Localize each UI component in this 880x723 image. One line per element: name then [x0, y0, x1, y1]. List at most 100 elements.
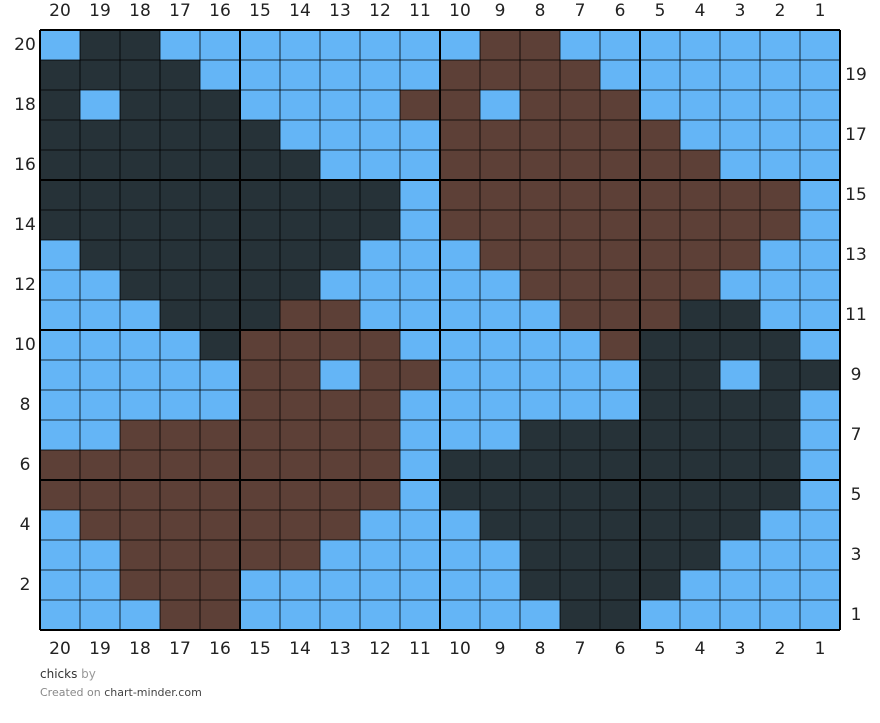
cell	[160, 240, 200, 270]
cell	[80, 570, 120, 600]
cell	[240, 60, 280, 90]
cell	[560, 120, 600, 150]
cell	[80, 120, 120, 150]
cell	[560, 210, 600, 240]
cell	[400, 360, 440, 390]
cell	[200, 180, 240, 210]
cell	[360, 150, 400, 180]
cell	[200, 540, 240, 570]
cell	[120, 60, 160, 90]
cell	[720, 300, 760, 330]
cell	[600, 120, 640, 150]
cell	[160, 510, 200, 540]
cell	[40, 540, 80, 570]
cell	[480, 60, 520, 90]
column-label: 15	[249, 639, 271, 659]
cell	[600, 90, 640, 120]
cell	[440, 510, 480, 540]
cell	[680, 540, 720, 570]
column-label: 11	[409, 639, 431, 659]
column-label: 14	[289, 1, 311, 21]
cell	[600, 420, 640, 450]
cell	[200, 330, 240, 360]
column-label: 10	[449, 1, 471, 21]
column-label: 1	[815, 1, 826, 21]
cell	[760, 60, 800, 90]
cell	[480, 150, 520, 180]
column-label: 15	[249, 1, 271, 21]
column-label: 5	[655, 1, 666, 21]
column-label: 13	[329, 639, 351, 659]
cell	[560, 480, 600, 510]
column-label: 19	[89, 639, 111, 659]
cell	[440, 420, 480, 450]
cell	[80, 240, 120, 270]
cell	[480, 330, 520, 360]
column-label: 17	[169, 639, 191, 659]
cell	[240, 240, 280, 270]
cell	[680, 420, 720, 450]
cell	[680, 570, 720, 600]
cell	[200, 30, 240, 60]
cell	[120, 180, 160, 210]
cell	[560, 180, 600, 210]
cell	[120, 120, 160, 150]
cell	[400, 120, 440, 150]
cell	[120, 270, 160, 300]
cell	[200, 240, 240, 270]
cell	[640, 300, 680, 330]
cell	[40, 480, 80, 510]
cell	[280, 600, 320, 630]
cell	[280, 90, 320, 120]
cell	[640, 390, 680, 420]
cell	[40, 120, 80, 150]
cell	[600, 390, 640, 420]
row-label: 9	[851, 365, 862, 385]
cell	[640, 180, 680, 210]
cell	[360, 270, 400, 300]
cell	[480, 30, 520, 60]
cell	[120, 150, 160, 180]
cell	[280, 330, 320, 360]
cell	[440, 600, 480, 630]
cell	[680, 480, 720, 510]
row-label: 19	[845, 65, 867, 85]
row-label: 20	[14, 35, 36, 55]
by: by	[81, 667, 96, 681]
cell	[600, 540, 640, 570]
cell	[600, 60, 640, 90]
cell	[400, 450, 440, 480]
column-label: 1	[815, 639, 826, 659]
cell	[760, 270, 800, 300]
cell	[520, 270, 560, 300]
cell	[400, 150, 440, 180]
cell	[480, 270, 520, 300]
cell	[720, 150, 760, 180]
cell	[120, 300, 160, 330]
column-label: 5	[655, 639, 666, 659]
cell	[640, 420, 680, 450]
cell	[160, 60, 200, 90]
site: chart-minder.com	[104, 686, 202, 699]
cell	[760, 570, 800, 600]
row-label: 13	[845, 245, 867, 265]
column-label: 16	[209, 639, 231, 659]
cell	[40, 210, 80, 240]
column-label: 9	[495, 639, 506, 659]
cell	[680, 180, 720, 210]
cell	[120, 210, 160, 240]
cell	[800, 150, 840, 180]
cell	[240, 420, 280, 450]
cell	[40, 60, 80, 90]
cell	[40, 180, 80, 210]
cell	[80, 60, 120, 90]
cell	[200, 210, 240, 240]
cell	[400, 570, 440, 600]
column-label: 18	[129, 639, 151, 659]
cell	[320, 420, 360, 450]
cell	[600, 450, 640, 480]
cell	[200, 420, 240, 450]
cell	[240, 90, 280, 120]
column-label: 3	[735, 1, 746, 21]
cell	[40, 30, 80, 60]
